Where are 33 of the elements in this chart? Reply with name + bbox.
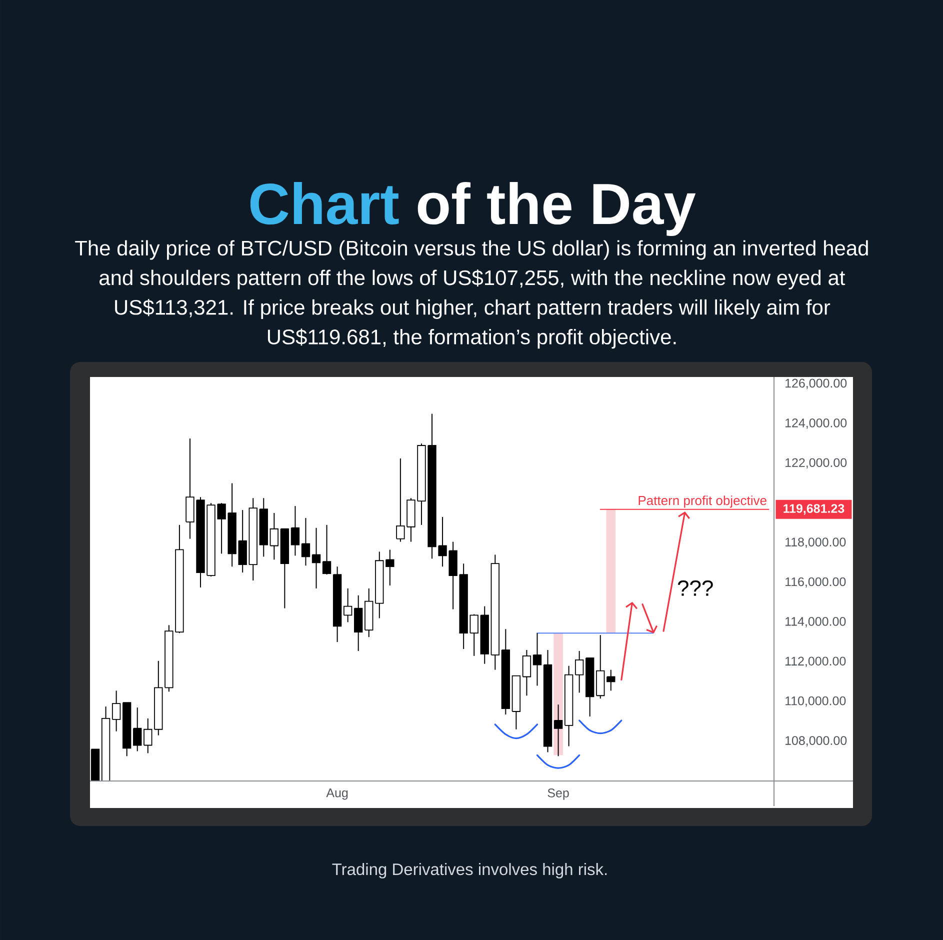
candlestick <box>386 549 394 586</box>
y-tick-label: 122,000.00 <box>785 458 847 469</box>
y-tick-label: 108,000.00 <box>785 736 847 746</box>
candlestick <box>574 650 584 694</box>
annotation: ??? <box>678 580 713 596</box>
candlestick <box>133 707 142 752</box>
y-tick-label: 112,000.00 <box>785 656 846 668</box>
candlestick <box>606 669 616 692</box>
chart-title: Chart of the Day <box>250 182 696 236</box>
candlestick <box>522 649 532 696</box>
candlestick <box>354 594 363 652</box>
candlestick <box>144 718 152 754</box>
y-tick-label: 124,000.00 <box>785 418 847 429</box>
text: 119,681.23 <box>784 504 844 515</box>
x-tick-label: Aug <box>326 788 348 800</box>
y-tick-label: 110,000.00 <box>785 696 846 707</box>
candlestick <box>322 524 332 576</box>
candlestick <box>312 527 321 589</box>
candlestick <box>532 632 542 686</box>
candlestick <box>112 690 121 732</box>
candlestick <box>301 517 310 566</box>
chart-subtitle: The daily price of BTC/USD (Bitcoin versus the US dollar) is forming an inverted head and shoulders pattern off the lows of US$107,255, with the neckline now eyed at US$113,321. If price breaks out higher, chart pattern traders will likely aim for US$119.681, the formation’s profit objective. <box>75 240 868 349</box>
y-tick-label: 114,000.00 <box>785 617 846 628</box>
candlestick <box>270 512 279 560</box>
candlestick <box>290 506 300 556</box>
series-label: Pattern profit objective <box>638 496 766 508</box>
y-tick-label: 118,000.00 <box>785 538 846 548</box>
text: Trading Derivatives involves high risk. <box>332 863 607 878</box>
y-tick-label: 116,000.00 <box>785 577 846 588</box>
y-tick-label: 126,000.00 <box>785 378 847 390</box>
x-tick-label: Sep <box>548 788 569 800</box>
candlestick <box>470 614 478 656</box>
candlestick <box>343 588 352 623</box>
